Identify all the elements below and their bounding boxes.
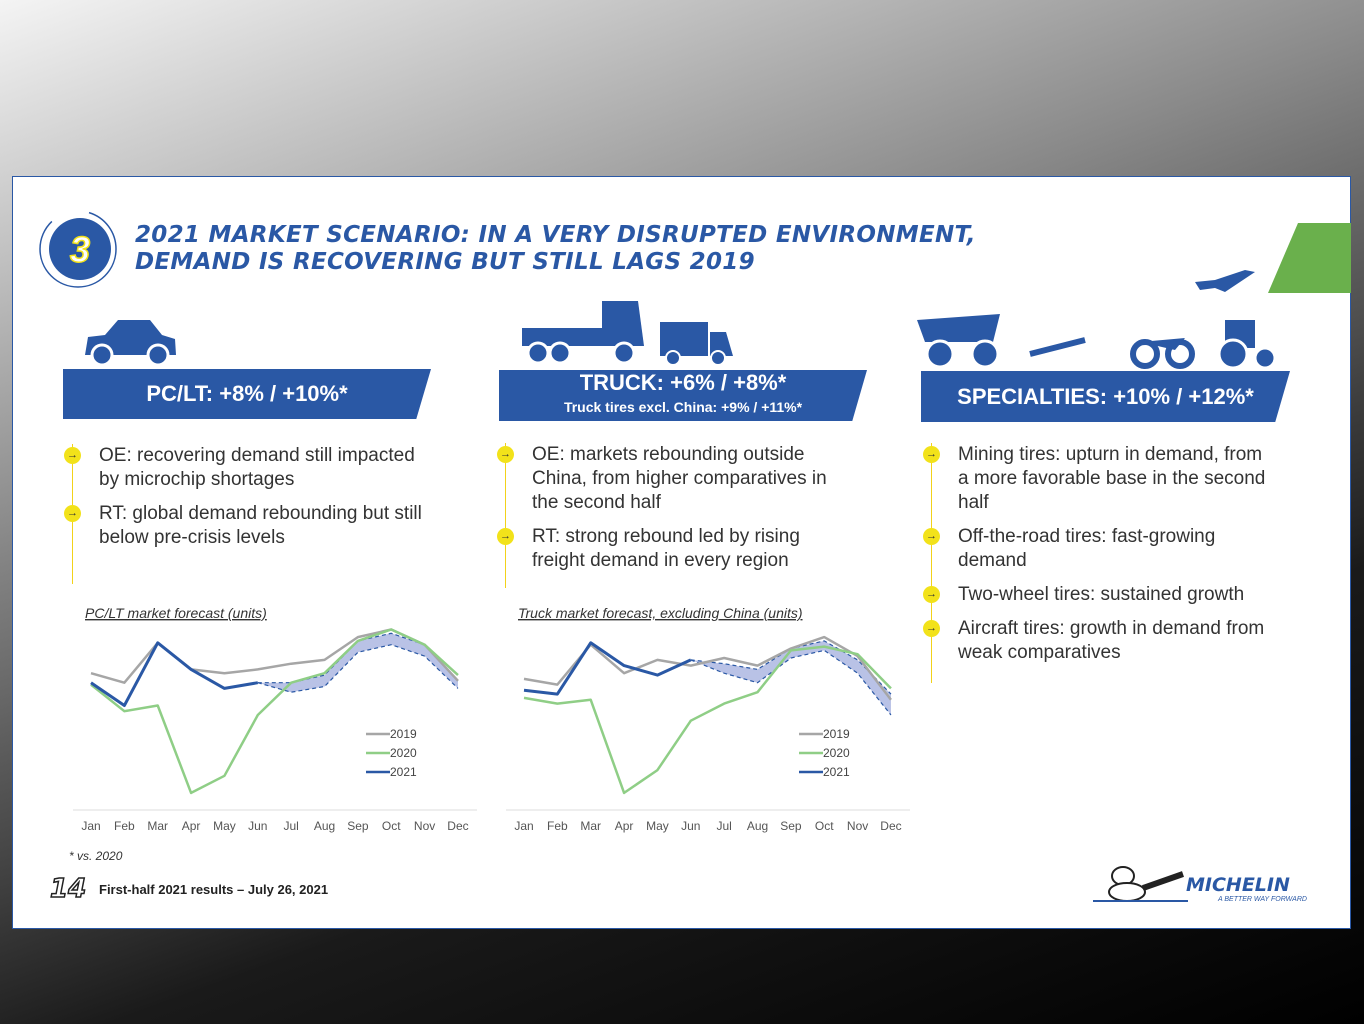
chart: PC/LT market forecast (units) Jan Feb Mar Ap… (73, 605, 477, 833)
chart: Truck market forecast, excluding China (… (506, 605, 910, 833)
specialty-icons (917, 270, 1277, 370)
bullet-icon: → (497, 446, 514, 463)
series-line (523, 645, 892, 795)
x-tick-label: Jun (681, 819, 700, 833)
column-heading: SPECIALTIES: +10% / +12%* (957, 384, 1254, 409)
legend-label: 2020 (390, 746, 417, 760)
bullet: → RT: global demand rebounding but still … (64, 502, 438, 550)
column-heading: PC/LT: +8% / +10%* (146, 381, 348, 406)
series-line (90, 641, 259, 707)
series-line (90, 628, 459, 795)
footnote: * vs. 2020 (69, 849, 123, 863)
forecast-band (690, 640, 891, 715)
x-tick-label: Jan (81, 819, 100, 833)
bullet-icon: → (923, 586, 940, 603)
x-tick-label: Apr (182, 819, 201, 833)
x-tick-label: Nov (414, 819, 435, 833)
legend-label: 2020 (823, 746, 850, 760)
chart-title: PC/LT market forecast (units) (85, 605, 267, 621)
truck-icon (522, 301, 733, 366)
series-line (523, 641, 692, 696)
brand: MICHELIN (1186, 874, 1290, 896)
bullet-icon: → (497, 528, 514, 545)
x-tick-label: Jul (716, 819, 731, 833)
x-tick-label: Jun (248, 819, 267, 833)
x-tick-label: Dec (880, 819, 901, 833)
title-line: DEMAND IS RECOVERING BUT STILL LAGS 2019 (135, 249, 755, 275)
legend-label: 2019 (390, 727, 417, 741)
badge: 3 (39, 210, 117, 288)
x-tick-label: Sep (347, 819, 369, 833)
bullet: → Off-the-road tires: fast-growing demand (923, 525, 1277, 573)
bullet-icon: → (923, 528, 940, 545)
x-tick-label: Feb (114, 819, 135, 833)
forecast-band (257, 633, 458, 693)
x-tick-label: May (646, 819, 669, 833)
page-number: 14 (49, 873, 87, 905)
x-tick-label: Feb (547, 819, 568, 833)
bullet-column: → Mining tires: upturn in demand, from a … (923, 443, 1277, 683)
chart-title: Truck market forecast, excluding China (… (518, 605, 803, 621)
x-tick-label: Jul (283, 819, 298, 833)
bullet: → OE: markets rebounding outside China, f… (497, 443, 846, 515)
bullet-column: → OE: recovering demand still impacted by… (64, 444, 438, 584)
forecast-edge (690, 649, 892, 716)
x-tick-label: Aug (747, 819, 768, 833)
legend-label: 2019 (823, 727, 850, 741)
x-tick-label: Oct (382, 819, 401, 833)
x-tick-label: Mar (580, 819, 601, 833)
banner: SPECIALTIES: +10% / +12%* (921, 371, 1290, 422)
car-icon (85, 320, 176, 367)
bullet-icon: → (64, 505, 81, 522)
tagline: A BETTER WAY FORWARD (1218, 896, 1307, 903)
legend-label: 2021 (823, 765, 850, 779)
banner: PC/LT: +8% / +10%* (63, 369, 431, 419)
series-line (523, 635, 892, 701)
bullet: → Aircraft tires: growth in demand from w… (923, 617, 1277, 665)
x-tick-label: Jan (514, 819, 533, 833)
bullet: → OE: recovering demand still impacted by… (64, 444, 438, 492)
forecast-edge (257, 644, 459, 693)
slide (12, 176, 1351, 929)
x-tick-label: Apr (615, 819, 634, 833)
bullet-icon: → (923, 446, 940, 463)
bullet-icon: → (64, 447, 81, 464)
legend-label: 2021 (390, 765, 417, 779)
x-tick-label: Aug (314, 819, 335, 833)
x-tick-label: Mar (147, 819, 168, 833)
title-line: 2021 MARKET SCENARIO: IN A VERY DISRUPTE… (135, 222, 976, 248)
x-tick-label: Oct (815, 819, 834, 833)
bibendum (1093, 866, 1188, 902)
column-heading: TRUCK: +6% / +8%* (579, 370, 787, 395)
bullet-icon: → (923, 620, 940, 637)
x-tick-label: May (213, 819, 236, 833)
bullet: → Two-wheel tires: sustained growth (923, 583, 1277, 607)
column-subheading: Truck tires excl. China: +9% / +11%* (563, 399, 803, 415)
x-tick-label: Nov (847, 819, 868, 833)
banner: TRUCK: +6% / +8%* Truck tires excl. China… (499, 370, 867, 421)
x-tick-label: Sep (780, 819, 802, 833)
bullet: → RT: strong rebound led by rising freigh… (497, 525, 846, 573)
title: 2021 MARKET SCENARIO: IN A VERY DISRUPTE… (135, 222, 976, 276)
footer-text: First-half 2021 results – July 26, 2021 (99, 882, 329, 897)
bullet: → Mining tires: upturn in demand, from a … (923, 443, 1277, 515)
bullet-column: → OE: markets rebounding outside China, f… (497, 443, 846, 588)
accent (1268, 223, 1351, 293)
badge-number: 3 (70, 229, 90, 270)
x-tick-label: Dec (447, 819, 468, 833)
